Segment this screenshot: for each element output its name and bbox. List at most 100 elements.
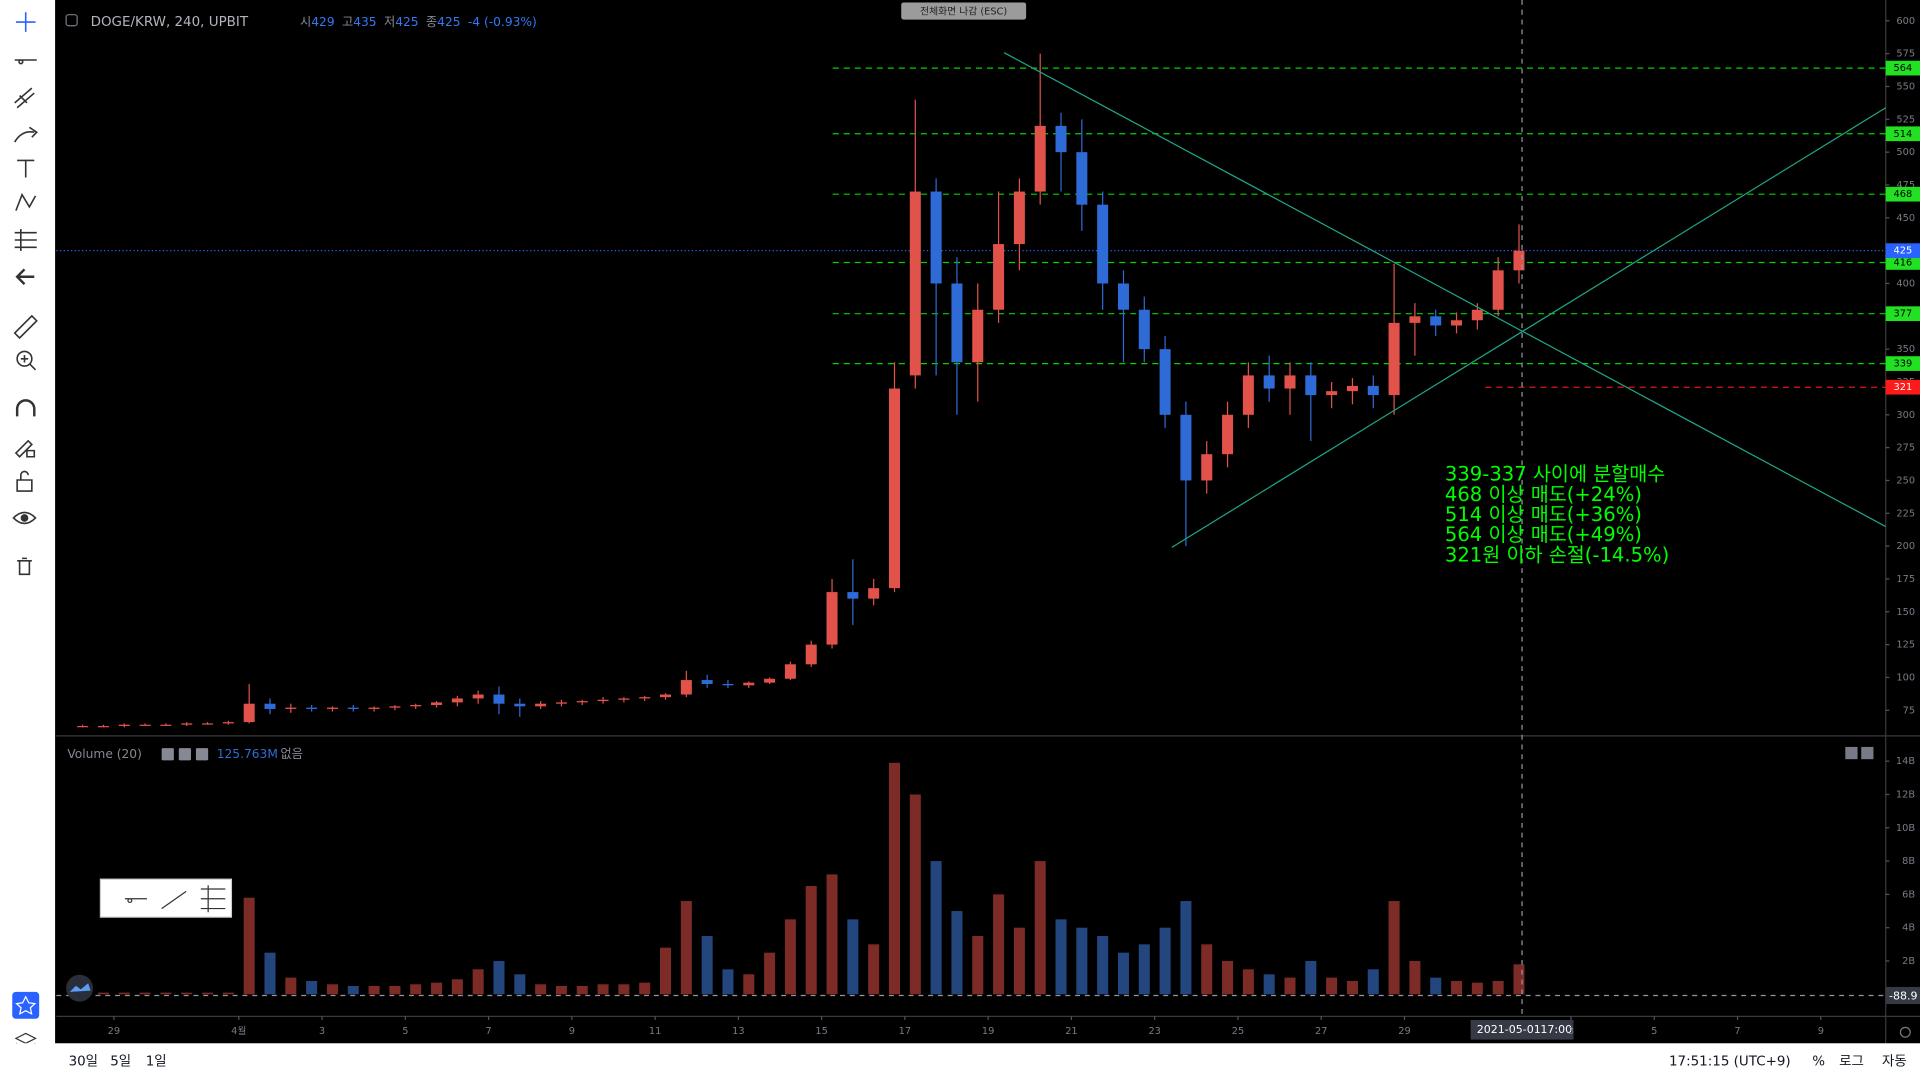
time-tick-label: 29 [108,1026,120,1037]
crosshair-tool[interactable] [15,12,36,32]
candle-body [1201,454,1213,481]
range-button[interactable]: 30일 [69,1054,98,1070]
candle-body [1513,250,1525,271]
volume-bar [1305,960,1317,995]
level-label: 514 [1894,129,1913,140]
volume-bar [1471,982,1483,995]
volume-visibility[interactable] [161,748,174,761]
volume-remove[interactable] [195,748,209,761]
candle-body [576,701,588,703]
candle-body [389,706,401,708]
collapse-button[interactable] [65,14,78,27]
time-tick-label: 9 [569,1026,575,1037]
price-tick-label: 250 [1896,475,1915,486]
back-tool[interactable] [15,268,35,285]
trend-line[interactable] [1171,107,1887,548]
price-tick-label: 225 [1896,508,1915,519]
candle-body [264,703,276,709]
level-label: 468 [1894,189,1913,200]
crosshair-date-box [1470,1020,1574,1040]
volume-bar [368,985,380,995]
fib-tool[interactable] [14,87,35,109]
volume-bar [1180,901,1192,995]
time-tick-label: 29 [1398,1026,1410,1037]
candle-body [1326,391,1338,396]
volume-bar [1409,960,1421,995]
ohlc-value: 435 [353,15,376,29]
volume-bar [97,992,109,995]
volume-settings[interactable] [178,748,192,761]
candle-body [1409,316,1421,323]
candle-body [951,283,963,363]
pane-down[interactable] [1861,746,1874,760]
level-label-box [1885,306,1920,322]
exit-fullscreen-banner[interactable] [901,2,1027,20]
level-label-box [1885,126,1920,142]
time-tick-label: 4월 [231,1025,246,1037]
candle-body [243,703,255,723]
volume-bar [597,984,609,995]
candle-body [888,388,900,589]
candle-body [1117,283,1129,310]
magnet-tool[interactable] [15,399,36,417]
volume-bar [1346,980,1358,995]
ohlc-value: 425 [395,15,418,29]
trash-tool[interactable] [17,557,32,576]
volume-bar [451,979,463,995]
range-button[interactable]: 1일 [146,1054,167,1070]
candle-body [139,724,151,726]
candle-body [1159,349,1171,415]
volume-bar [701,936,713,995]
volume-bar [1034,861,1046,995]
time-tick-label: 9 [1818,1026,1824,1037]
candle-body [97,726,109,728]
ruler-tool[interactable] [13,314,38,340]
exit-fullscreen-text: 전체화면 나감 (ESC) [920,6,1007,18]
level-label-box [1885,356,1920,371]
pane-up[interactable] [1845,746,1858,760]
volume-bar [1367,969,1379,995]
lock-draw-tool[interactable] [14,439,36,458]
settings-button[interactable] [1899,1026,1911,1038]
candle-body [493,694,505,704]
candle-body [1451,320,1463,326]
candle-body [1013,191,1025,245]
horizontal-line-tool[interactable] [124,898,147,903]
annotation: 339-337 사이에 분할매수 [1445,463,1665,486]
parallel-tool[interactable] [200,885,226,913]
volume-bar [1388,901,1400,995]
pattern-tool[interactable] [15,192,37,211]
last-price-box [1885,243,1920,258]
zoom-tool[interactable] [16,350,33,367]
logo[interactable] [66,974,94,1002]
crosshair-date: 2021-05-01 [1477,1023,1541,1036]
volume-bar [472,969,484,995]
candle-body [514,703,526,707]
volume-bar [181,992,193,995]
price-tick-label: 600 [1896,16,1915,27]
auto-button[interactable]: 자동 [1882,1054,1907,1070]
text-tool[interactable] [17,159,35,178]
unlock-tool[interactable] [16,470,33,492]
log-button[interactable]: 로그 [1839,1055,1864,1070]
volume-bar [743,974,755,995]
visibility-tool[interactable] [12,511,37,525]
time-tick-label: 7 [485,1026,491,1037]
line-tool[interactable] [14,59,37,65]
trend-line[interactable] [1003,52,1887,528]
favorites-button[interactable] [12,991,40,1019]
candle-body [722,684,734,686]
volume-bar [514,974,526,995]
ray-tool[interactable] [161,890,187,910]
brush-tool[interactable] [14,126,38,143]
candle-body [306,707,318,709]
volume-bar [764,952,776,995]
percent-button[interactable]: % [1812,1055,1825,1070]
level-label-box [1885,186,1920,202]
time-tick-label: 25 [1232,1026,1244,1037]
range-button[interactable]: 5일 [110,1054,131,1070]
volume-tick-label: 8B [1902,856,1915,867]
crosshair-value: -88.9 [1889,990,1918,1003]
measure-tool[interactable] [14,228,37,252]
